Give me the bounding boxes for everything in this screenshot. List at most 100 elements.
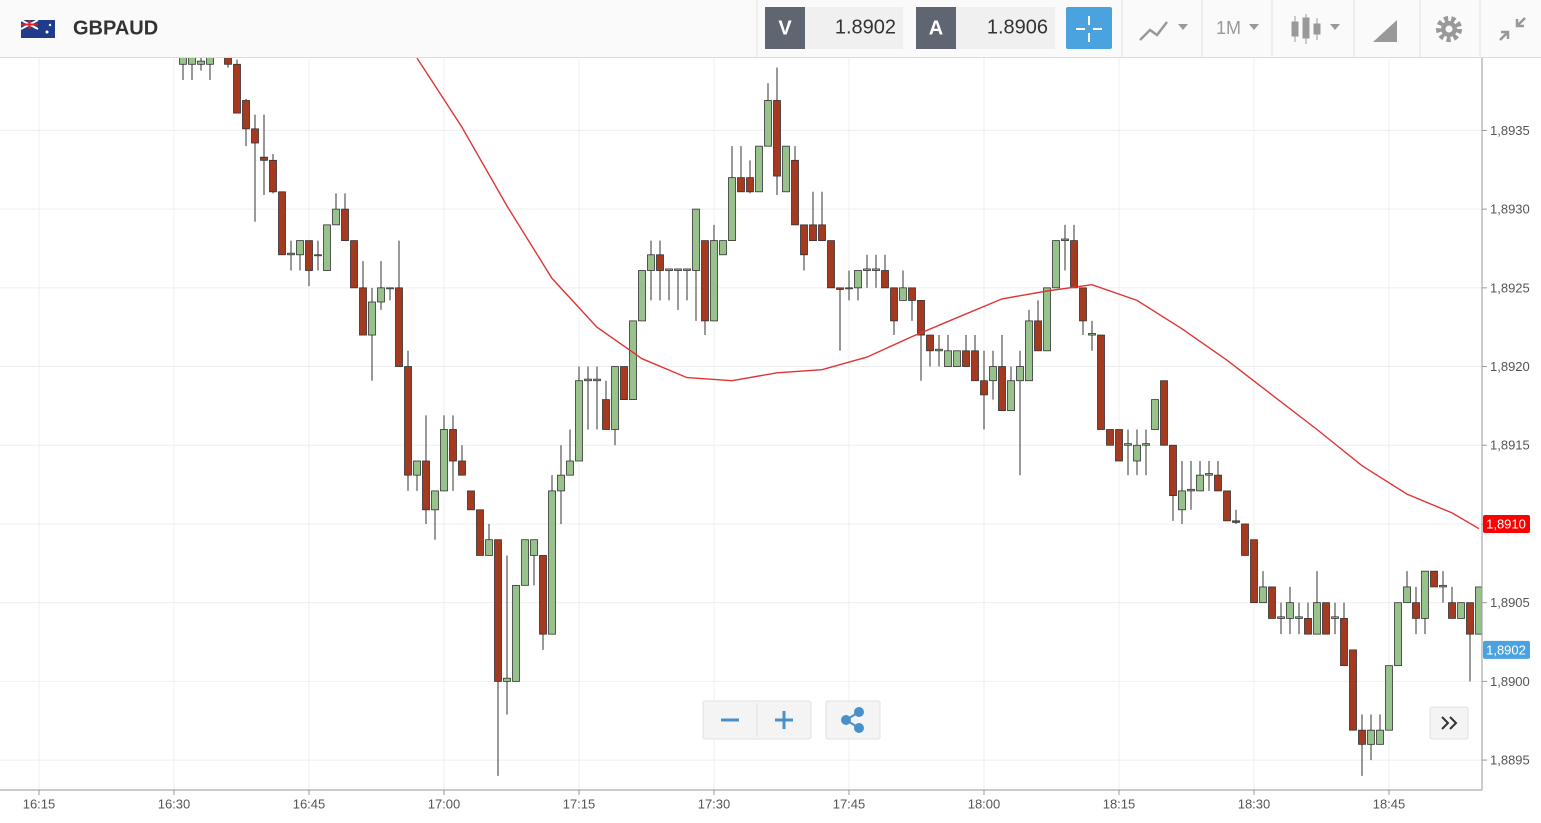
candle-body <box>1178 490 1186 511</box>
candle-body <box>773 100 781 177</box>
candle-body <box>1097 334 1105 430</box>
candle-body <box>1133 444 1141 462</box>
settings-icon[interactable] <box>1436 16 1462 42</box>
plot-area <box>179 58 1482 776</box>
collapse-icon[interactable] <box>1499 17 1526 41</box>
candle-body <box>989 366 997 382</box>
candle-body <box>467 490 475 511</box>
candle-body <box>845 287 853 290</box>
candle-body <box>827 240 835 289</box>
candle-body <box>1124 443 1132 446</box>
y-tick-label: 1,8895 <box>1490 753 1530 768</box>
flag-icon <box>20 19 55 38</box>
candle-body <box>791 159 799 226</box>
bid-button[interactable] <box>765 7 805 49</box>
candle-body <box>764 100 772 147</box>
candle-body <box>1457 602 1465 619</box>
candle-body <box>1403 586 1411 604</box>
candle-body <box>1241 523 1249 556</box>
candle-body <box>566 460 574 476</box>
candle-body <box>179 58 187 65</box>
candle-body <box>530 539 538 556</box>
candle-body <box>980 380 988 396</box>
crosshair-button[interactable] <box>1066 7 1112 49</box>
candle-body <box>908 287 916 301</box>
candle-body <box>998 366 1006 412</box>
candle-body <box>575 380 583 462</box>
x-tick-label: 17:15 <box>563 796 596 811</box>
symbol: GBPAUD <box>73 17 158 39</box>
candle-body <box>224 58 232 65</box>
candle-body <box>602 399 610 430</box>
candle-body <box>548 490 556 635</box>
candle-icon[interactable] <box>1291 14 1321 44</box>
candle-body <box>1106 429 1114 446</box>
timeframe[interactable]: 1M <box>1216 18 1241 38</box>
candle-body <box>287 252 295 256</box>
candle-body <box>1007 380 1015 412</box>
y-tick-label: 1,8925 <box>1490 280 1530 295</box>
candle-body <box>1349 649 1357 731</box>
x-tick-label: 16:30 <box>158 796 191 811</box>
share-icon <box>841 707 864 733</box>
candle-body <box>692 208 700 271</box>
ask-box <box>956 7 1055 49</box>
candle-body <box>260 156 268 161</box>
candle-body <box>386 287 394 290</box>
candle-body <box>1025 320 1033 382</box>
ask-value: 1.8906 <box>987 16 1048 38</box>
crosshair-icon <box>1076 16 1102 42</box>
candle-body <box>368 301 376 336</box>
candle-body <box>620 366 628 400</box>
candle-body <box>890 287 898 322</box>
candle-body <box>278 191 286 256</box>
candle-body <box>1322 602 1330 635</box>
candle-body <box>332 208 340 226</box>
candle-body <box>206 58 214 65</box>
zoom-in-button[interactable] <box>775 711 793 729</box>
candle-body <box>404 366 412 476</box>
draw-icon[interactable] <box>1373 20 1397 42</box>
share-button[interactable] <box>825 700 881 740</box>
candle-body <box>1169 444 1177 497</box>
candle-body <box>521 539 529 586</box>
x-tick-label: 17:00 <box>428 796 461 811</box>
candle-body <box>584 378 592 382</box>
candle-body <box>1439 584 1447 588</box>
candle-body <box>710 240 718 322</box>
candle-body <box>1088 333 1096 336</box>
candle-body <box>737 177 745 193</box>
chart-type-icon[interactable] <box>1139 21 1168 41</box>
candle-body <box>512 584 520 682</box>
candle-body <box>863 268 871 271</box>
y-tick-label: 1,8915 <box>1490 438 1530 453</box>
candle-body <box>197 60 205 65</box>
candle-body <box>674 268 682 271</box>
candle-body <box>377 287 385 303</box>
candle-body <box>413 460 421 476</box>
candle-body <box>1313 602 1321 635</box>
ask-label: A <box>929 17 943 39</box>
candle-body <box>188 58 196 65</box>
x-tick-label: 18:00 <box>968 796 1001 811</box>
candle-body <box>809 224 817 242</box>
candle-body <box>728 177 736 242</box>
candle-body <box>1214 474 1222 492</box>
candle-body <box>926 334 934 352</box>
candle-body <box>899 287 907 301</box>
ask-button[interactable] <box>916 7 956 49</box>
candle-body <box>1475 586 1482 635</box>
price-tag-label: 1,8902 <box>1486 642 1526 657</box>
candle-body <box>242 100 250 130</box>
candle-body <box>800 224 808 256</box>
candle-body <box>1340 618 1348 667</box>
candle-body <box>1412 602 1420 619</box>
candle-body <box>458 460 466 476</box>
bid-label: V <box>778 17 792 39</box>
x-tick-label: 17:45 <box>833 796 866 811</box>
bid-value: 1.8902 <box>835 16 896 38</box>
candle-body <box>1277 616 1285 619</box>
candle-body <box>872 268 880 271</box>
candle-body <box>953 350 961 367</box>
